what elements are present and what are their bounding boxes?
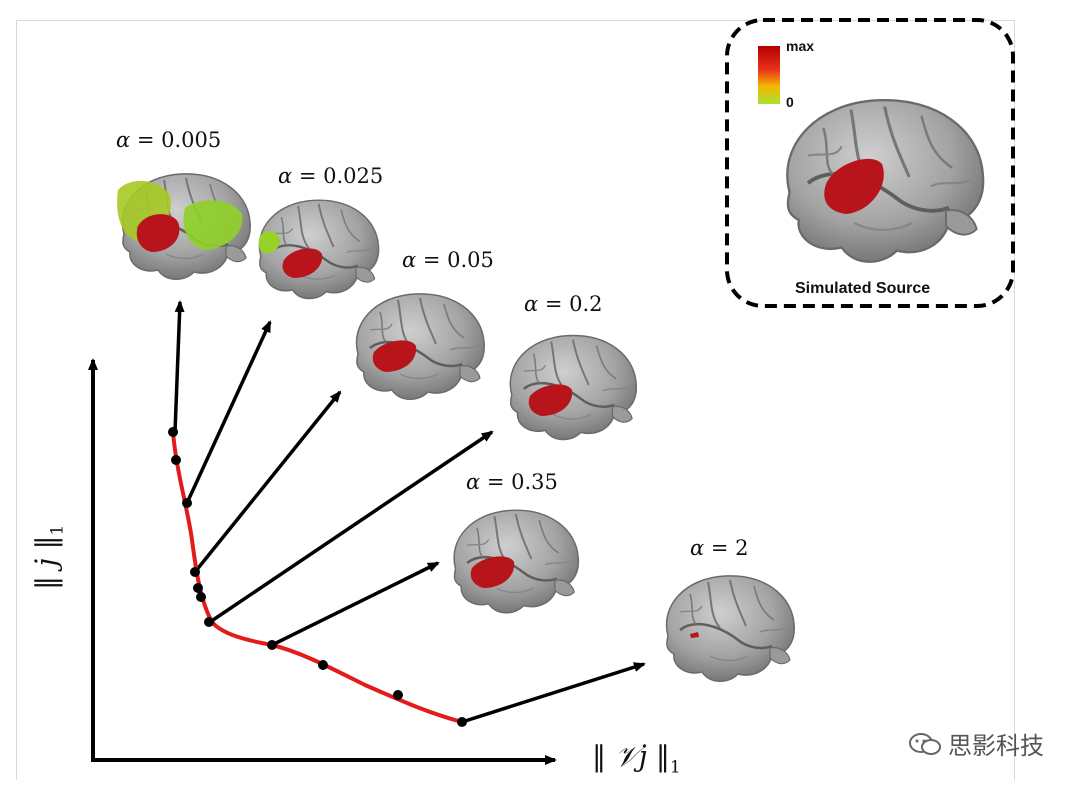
simulated-source-inset [725,18,1015,308]
curve-point [171,455,181,465]
inset-caption: Simulated Source [795,280,931,297]
wechat-icon [909,732,941,755]
colorbar-min-label: 0 [786,94,794,110]
brain-alpha-0.2 [508,334,638,441]
curve-point [457,717,467,727]
alpha-label-0.05: α = 0.05 [402,248,494,272]
watermark: 思影科技 [908,726,1044,761]
alpha-label-0.025: α = 0.025 [278,164,384,188]
y-axis-label: ‖ ȷ̇ ‖1 [30,524,68,590]
alpha-label-2: α = 2 [690,536,749,560]
brain-alpha-0.005 [117,172,252,281]
frame-left-border [16,20,17,780]
brain-alpha-0.35 [452,508,580,615]
curve-point [190,567,200,577]
arrow-alpha-0.35 [271,561,440,647]
arrow-alpha-0.025 [185,320,272,504]
brain-alpha-2 [665,574,796,683]
frame-top-border [16,20,1014,21]
arrows [173,300,646,724]
curve-point [196,592,206,602]
inset-brain [787,100,983,262]
l-curve [171,431,463,724]
arrow-alpha-0.2 [209,430,494,624]
curve-point [204,617,214,627]
alpha-label-0.005: α = 0.005 [116,128,222,152]
arrow-alpha-2 [461,662,646,724]
colorbar [758,46,780,104]
curve-point [318,660,328,670]
arrow-alpha-0.05 [193,390,342,574]
curve-point [182,498,192,508]
curve-point [168,427,178,437]
inset-border [725,18,1015,308]
brain-alpha-0.025 [258,198,380,300]
brain-alpha-0.05 [355,292,486,401]
watermark-text: 思影科技 [948,732,1044,760]
curve-points [168,427,467,727]
alpha-label-0.2: α = 0.2 [524,292,603,316]
colorbar-max-label: max [786,38,815,54]
curve-point [193,583,203,593]
curve-point [393,690,403,700]
x-axis-label: ‖ 𝒱ȷ̇ ‖1 [592,740,681,778]
arrow-alpha-0.005 [173,300,185,433]
alpha-label-0.35: α = 0.35 [466,470,558,494]
frame-right-border [1014,20,1015,780]
curve-point [267,640,277,650]
